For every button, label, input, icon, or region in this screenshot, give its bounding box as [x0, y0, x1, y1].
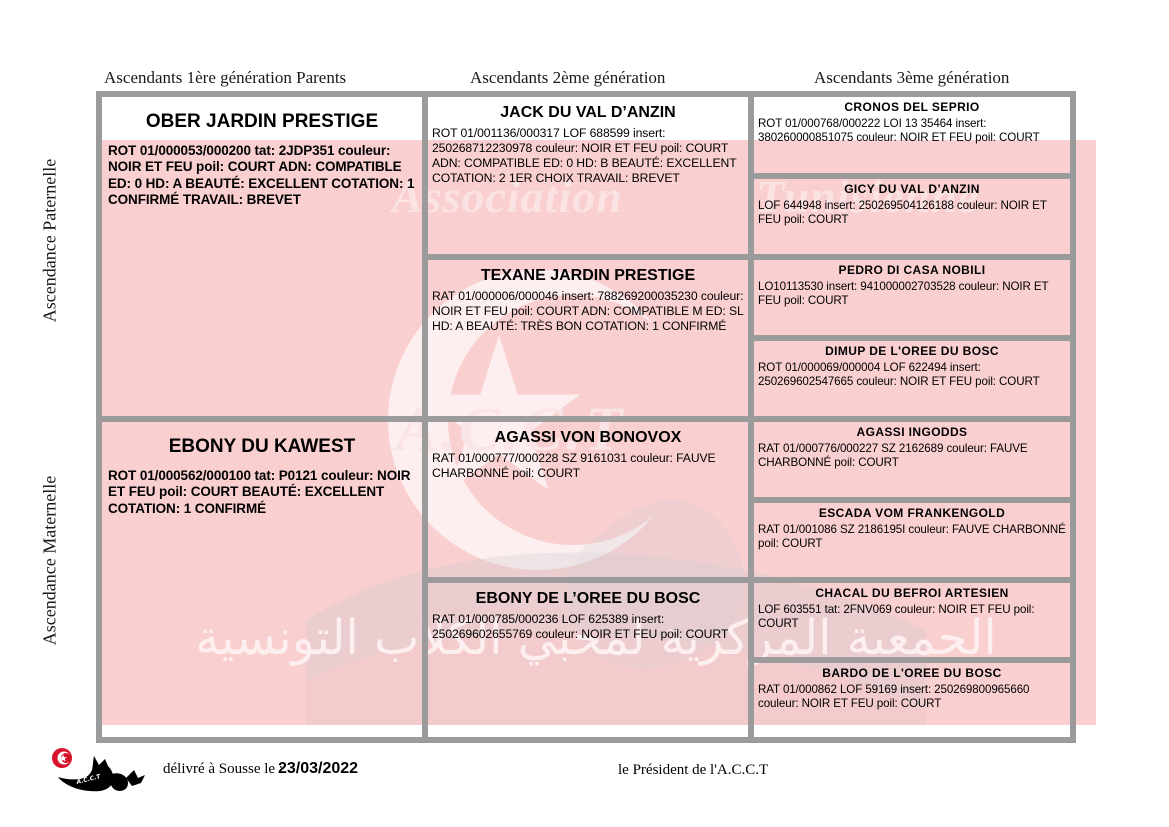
pedigree-cell-gen3-6[interactable]: ESCADA VOM FRANKENGOLD RAT 01/001086 SZ … — [751, 500, 1073, 580]
dog-details: RAT 01/000785/000236 LOF 625389 insert: … — [432, 612, 729, 642]
dog-details: ROT 01/000768/000222 LOI 13 35464 insert… — [758, 116, 1040, 144]
document-footer: A.C.C.T délivré à Sousse le : 23/03/2022… — [0, 748, 1169, 827]
delivery-date: 23/03/2022 — [278, 760, 359, 777]
dog-details: ROT 01/000053/000200 tat: 2JDP351 couleu… — [108, 142, 415, 208]
dog-name: TEXANE JARDIN PRESTIGE — [480, 267, 696, 284]
dog-details: LOF 644948 insert: 250269504126188 coule… — [758, 198, 1047, 226]
label-ascendance-paternelle: Ascendance Paternelle — [39, 158, 60, 323]
pedigree-cell-gen2-4[interactable]: EBONY DE L’OREE DU BOSC RAT 01/000785/00… — [425, 580, 751, 740]
dog-details: RAT 01/000862 LOF 59169 insert: 25026980… — [758, 682, 1030, 710]
pedigree-cell-gen3-7[interactable]: CHACAL DU BEFROI ARTESIEN LOF 603551 tat… — [751, 580, 1073, 660]
dog-details: LOF 603551 tat: 2FNV069 couleur: NOIR ET… — [758, 602, 1035, 630]
dog-name: GICY DU VAL D’ANZIN — [844, 182, 980, 196]
delivered-label: délivré à Sousse le : — [163, 761, 283, 777]
dog-name: CHACAL DU BEFROI ARTESIEN — [815, 586, 1009, 600]
dog-name: DIMUP DE L'OREE DU BOSC — [825, 344, 999, 358]
dog-name: JACK DU VAL D’ANZIN — [500, 104, 676, 121]
dog-name: CRONOS DEL SEPRIO — [844, 100, 980, 114]
dog-name: AGASSI VON BONOVOX — [494, 429, 682, 446]
header-generation-2: Ascendants 2ème génération — [470, 68, 666, 87]
dog-details: ROT 01/000069/000004 LOF 622494 insert: … — [758, 360, 1040, 388]
pedigree-grid: OBER JARDIN PRESTIGE ROT 01/000053/00020… — [96, 91, 1076, 743]
column-headers: Ascendants 1ère génération Parents Ascen… — [0, 68, 1169, 92]
dog-details: ROT 01/001136/000317 LOF 688599 insert: … — [432, 126, 737, 186]
label-ascendance-maternelle: Ascendance Maternelle — [39, 475, 60, 646]
pedigree-cell-gen3-5[interactable]: AGASSI INGODDS RAT 01/000776/000227 SZ 2… — [751, 419, 1073, 500]
dog-name: BARDO DE L'OREE DU BOSC — [822, 666, 1002, 680]
pedigree-cell-gen3-3[interactable]: PEDRO DI CASA NOBILI LO10113530 insert: … — [751, 257, 1073, 338]
dog-name: PEDRO DI CASA NOBILI — [838, 263, 986, 277]
dog-details: LO10113530 insert: 941000002703528 coule… — [758, 279, 1049, 307]
header-generation-3: Ascendants 3ème génération — [814, 68, 1010, 87]
pedigree-cell-dam[interactable]: EBONY DU KAWEST ROT 01/000562/000100 tat… — [99, 419, 425, 740]
president-label: le Président de l'A.C.C.T — [618, 762, 769, 778]
dog-details: RAT 01/000006/000046 insert: 78826920003… — [432, 289, 744, 334]
pedigree-cell-gen3-8[interactable]: BARDO DE L'OREE DU BOSC RAT 01/000862 LO… — [751, 660, 1073, 740]
pedigree-cell-gen3-2[interactable]: GICY DU VAL D’ANZIN LOF 644948 insert: 2… — [751, 176, 1073, 257]
header-generation-1: Ascendants 1ère génération Parents — [104, 68, 347, 87]
pedigree-cell-gen2-2[interactable]: TEXANE JARDIN PRESTIGE RAT 01/000006/000… — [425, 257, 751, 419]
pedigree-cell-gen2-3[interactable]: AGASSI VON BONOVOX RAT 01/000777/000228 … — [425, 419, 751, 580]
dog-name: AGASSI INGODDS — [856, 425, 968, 439]
pedigree-cell-gen3-1[interactable]: CRONOS DEL SEPRIO ROT 01/000768/000222 L… — [751, 94, 1073, 176]
dog-details: RAT 01/000777/000228 SZ 9161031 couleur:… — [432, 451, 716, 481]
dog-name: EBONY DU KAWEST — [168, 436, 356, 457]
pedigree-cell-gen2-1[interactable]: JACK DU VAL D’ANZIN ROT 01/001136/000317… — [425, 94, 751, 257]
acct-logo-icon: A.C.C.T — [52, 748, 145, 792]
dog-name: ESCADA VOM FRANKENGOLD — [818, 506, 1006, 520]
dog-details: RAT 01/000776/000227 SZ 2162689 couleur:… — [758, 441, 1028, 469]
pedigree-cell-sire[interactable]: OBER JARDIN PRESTIGE ROT 01/000053/00020… — [99, 94, 425, 419]
dog-details: RAT 01/001086 SZ 2186195I couleur: FAUVE… — [758, 522, 1066, 550]
pedigree-cell-gen3-4[interactable]: DIMUP DE L'OREE DU BOSC ROT 01/000069/00… — [751, 338, 1073, 419]
dog-name: EBONY DE L’OREE DU BOSC — [475, 590, 701, 607]
dog-name: OBER JARDIN PRESTIGE — [145, 111, 379, 132]
dog-details: ROT 01/000562/000100 tat: P0121 couleur:… — [108, 467, 411, 516]
